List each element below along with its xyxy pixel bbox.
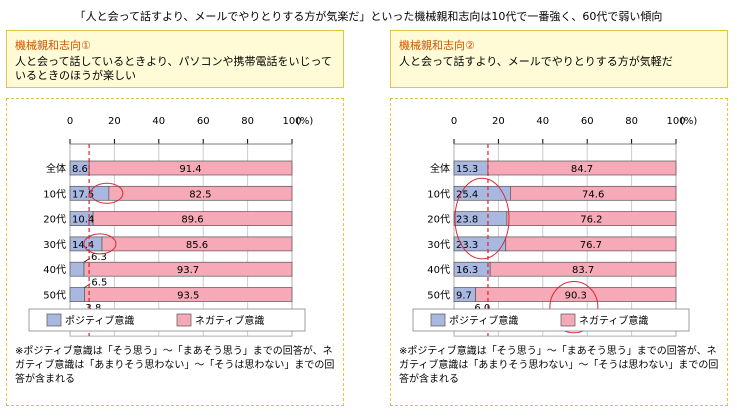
x-tick-label: 0: [451, 116, 457, 127]
x-tick-label: 60: [197, 116, 210, 127]
data-label: 16.3: [456, 265, 478, 276]
y-tick-label: 全体: [430, 162, 450, 175]
data-label: 25.4: [456, 189, 478, 200]
data-label: 93.7: [177, 265, 199, 276]
panel-header: 機械親和志向② 人と会って話すより、メールでやりとりする方が気軽だ: [390, 30, 728, 88]
bar-negative: [506, 211, 677, 226]
x-tick-label: 20: [492, 116, 505, 127]
bar-chart: 0 20 40 60 80 100(%) 全体 8.6 91.4 10代 17.5 82.5 20代 10…: [28, 116, 313, 337]
chart-panel-2: 機械親和志向② 人と会って話すより、メールでやりとりする方が気軽だ 0 20 40 6…: [390, 30, 730, 406]
bar-negative: [108, 185, 293, 201]
bar-negative: [505, 236, 677, 252]
data-label: 23.3: [456, 240, 478, 251]
legend-label: ネガティブ意識: [195, 314, 264, 327]
data-label: 9.7: [456, 291, 472, 302]
x-unit-label: (%): [296, 116, 313, 127]
data-label: 89.6: [181, 215, 203, 226]
highlight-circle: [549, 281, 599, 334]
y-tick-label: 10代: [43, 188, 66, 200]
x-tick-label: 80: [241, 116, 254, 127]
chart-panel-1: 機械親和志向① 人と会って話しているときより、パソコンや携帯電話をいじっていると…: [6, 30, 346, 406]
legend-frame: [412, 308, 690, 332]
legend-swatch-positive: [46, 313, 62, 327]
legend-swatch-positive: [430, 313, 446, 327]
highlight-circle: [90, 182, 124, 204]
y-tick-label: 50代: [427, 290, 450, 302]
data-label: 76.7: [580, 240, 602, 251]
bar-positive: [69, 261, 85, 277]
x-tick-label: 40: [536, 116, 549, 127]
data-label: 84.7: [571, 164, 593, 175]
x-tick-label: 40: [152, 116, 165, 127]
legend-swatch-negative: [560, 313, 576, 327]
data-label: 10.4: [72, 215, 94, 226]
y-tick-label: 50代: [43, 290, 66, 302]
footnote: ※ポジティブ意識は「そう思う」～「まあそう思う」までの回答が、ネガティブ意識は「…: [15, 346, 335, 385]
legend-swatch-negative: [176, 313, 192, 327]
data-label: 90.3: [565, 291, 587, 302]
data-label: 6.5: [91, 278, 107, 289]
chart-area: 0 20 40 60 80 100 (%) 全体 15.3 84.7 10代 25.4 74.6 20代 2…: [390, 98, 728, 406]
data-label: 23.8: [456, 215, 478, 226]
data-label: 83.7: [572, 265, 594, 276]
highlight-circle: [454, 177, 510, 260]
bar-negative: [92, 211, 293, 226]
y-tick-label: 20代: [43, 214, 66, 226]
x-tick-label: 60: [581, 116, 594, 127]
bar-negative: [475, 287, 677, 302]
footnote: ※ポジティブ意識は「そう思う」～「まあそう思う」までの回答が、ネガティブ意識は「…: [399, 346, 719, 385]
legend-label: ネガティブ意識: [579, 314, 648, 327]
bar-negative: [101, 236, 293, 252]
y-tick-label: 30代: [43, 239, 66, 251]
y-tick-label: 40代: [43, 264, 66, 276]
bar-chart: 0 20 40 60 80 100(%) 全体 15.3 84.7 10代 25.4 74.6 20代 2…: [412, 116, 697, 337]
x-tick-label: 100: [666, 116, 685, 127]
highlight-circle: [83, 233, 117, 255]
x-tick-label: 0: [67, 116, 73, 127]
x-tick-label: 80: [625, 116, 638, 127]
y-tick-label: 全体: [46, 162, 66, 175]
y-tick-label: 30代: [427, 239, 450, 251]
data-label: 15.3: [456, 164, 478, 175]
bar-negative: [510, 185, 677, 201]
data-label: 93.5: [177, 291, 199, 302]
bar-negative: [84, 287, 293, 302]
legend: ポジティブ意識 ネガティブ意識: [28, 308, 306, 332]
panel-label: 機械親和志向②: [399, 39, 475, 52]
legend: ポジティブ意識 ネガティブ意識: [412, 308, 690, 332]
chart-area: 0 20 40 60 80 100 (%) 全体 8.6 91.4 10代 17.5 82.5 20代 10…: [6, 98, 344, 406]
y-tick-label: 10代: [427, 188, 450, 200]
bar-negative: [83, 261, 293, 277]
legend-label: ポジティブ意識: [65, 314, 134, 327]
data-label: 76.2: [580, 215, 602, 226]
panel-label: 機械親和志向①: [15, 39, 91, 52]
legend-frame: [28, 308, 306, 332]
y-tick-label: 20代: [427, 214, 450, 226]
data-label: 8.6: [72, 164, 88, 175]
data-label: 14.4: [72, 240, 94, 251]
x-tick-label: 100: [282, 116, 301, 127]
bar-negative: [489, 261, 677, 277]
x-unit-label: (%): [680, 116, 697, 127]
data-label: 17.5: [72, 189, 94, 200]
data-label: 3.8: [85, 303, 101, 314]
panel-header: 機械親和志向① 人と会って話しているときより、パソコンや携帯電話をいじっていると…: [6, 30, 344, 88]
data-label: 6.0: [474, 303, 490, 314]
legend-label: ポジティブ意識: [449, 314, 518, 327]
figure-title: 「人と会って話すより、メールでやりとりする方が気楽だ」といった機械親和志向は10…: [74, 10, 663, 23]
panel-description: 人と会って話しているときより、パソコンや携帯電話をいじっているときのほうが楽しい: [15, 55, 332, 82]
panel-description: 人と会って話すより、メールでやりとりする方が気軽だ: [399, 55, 673, 68]
x-tick-label: 20: [108, 116, 121, 127]
data-label: 74.6: [582, 189, 604, 200]
data-label: 82.5: [189, 189, 211, 200]
data-label: 85.6: [186, 240, 208, 251]
bar-positive: [69, 287, 85, 302]
data-label: 6.3: [91, 252, 107, 263]
y-tick-label: 40代: [427, 264, 450, 276]
data-label: 91.4: [179, 164, 201, 175]
